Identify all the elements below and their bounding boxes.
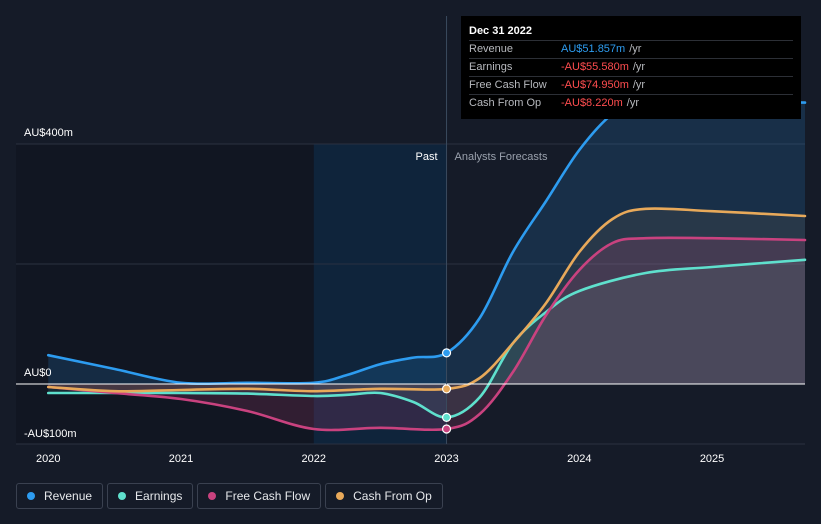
legend-label: Free Cash Flow — [225, 489, 311, 503]
series-area-free-cash-flow — [48, 237, 806, 430]
tooltip-unit: /yr — [632, 79, 646, 91]
x-tick-label: 2021 — [169, 453, 193, 465]
tooltip-label: Revenue — [469, 43, 514, 55]
tooltip-row-free-cash-flow: Free Cash Flow -AU$74.950m /yr — [469, 76, 793, 94]
tooltip: Dec 31 2022 Revenue AU$51.857m /yr Earni… — [461, 16, 801, 119]
series-fills — [48, 99, 806, 430]
tooltip-unit: /yr — [626, 97, 639, 109]
tooltip-unit: /yr — [632, 61, 646, 73]
legend-label: Revenue — [44, 489, 93, 503]
legend-item-cash-from-op[interactable]: Cash From Op — [325, 483, 443, 509]
highlight-markers — [441, 348, 452, 434]
legend-dot-icon — [208, 492, 217, 500]
tooltip-row-revenue: Revenue AU$51.857m /yr — [469, 40, 793, 58]
series-area-revenue — [48, 99, 806, 385]
tooltip-value: -AU$74.950m — [561, 79, 629, 91]
marker-earnings — [441, 412, 452, 422]
tooltip-date: Dec 31 2022 — [469, 25, 532, 37]
y-tick-label: AU$0 — [24, 367, 52, 379]
tooltip-value: -AU$55.580m — [561, 61, 629, 73]
marker-cash-from-op — [441, 384, 452, 394]
y-tick-label: -AU$100m — [24, 428, 77, 440]
past-label: Past — [416, 151, 438, 163]
marker-free-cash-flow — [441, 424, 452, 434]
x-tick-label: 2020 — [36, 453, 60, 465]
tooltip-label: Earnings — [469, 61, 513, 73]
x-tick-label: 2025 — [700, 453, 724, 465]
legend-label: Earnings — [135, 489, 183, 503]
tooltip-value: AU$51.857m — [561, 43, 626, 55]
series-line-cash-from-op — [46, 207, 807, 393]
x-tick-label: 2022 — [302, 453, 326, 465]
legend-item-free-cash-flow[interactable]: Free Cash Flow — [197, 483, 322, 509]
tooltip-row-earnings: Earnings -AU$55.580m /yr — [469, 58, 793, 76]
legend-dot-icon — [336, 492, 345, 500]
legend-dot-icon — [27, 492, 35, 500]
marker-revenue — [441, 348, 452, 358]
series-line-earnings — [46, 258, 807, 419]
x-axis: 2020 2021 2022 2023 2024 2025 — [36, 453, 724, 465]
tooltip-label: Cash From Op — [469, 97, 542, 109]
series-area-earnings — [48, 259, 806, 418]
tooltip-unit: /yr — [629, 43, 642, 55]
tooltip-row-cash-from-op: Cash From Op -AU$8.220m /yr — [469, 94, 793, 112]
legend-dot-icon — [118, 492, 127, 500]
x-tick-label: 2023 — [434, 453, 458, 465]
tooltip-value: -AU$8.220m — [561, 97, 623, 109]
chart: AU$400m AU$0 -AU$100m 2020 2021 2022 2023 2024… — [16, 16, 807, 465]
legend: Revenue Earnings Free Cash Flow Cash Fro… — [16, 483, 443, 511]
series-line-free-cash-flow — [46, 236, 807, 432]
y-axis: AU$400m AU$0 -AU$100m — [24, 127, 77, 440]
tooltip-label: Free Cash Flow — [469, 79, 547, 91]
x-tick-label: 2024 — [567, 453, 591, 465]
y-tick-label: AU$400m — [24, 127, 73, 139]
series-area-cash-from-op — [48, 208, 806, 392]
legend-label: Cash From Op — [353, 489, 432, 503]
legend-item-earnings[interactable]: Earnings — [107, 483, 194, 509]
legend-item-revenue[interactable]: Revenue — [16, 483, 104, 509]
forecast-label: Analysts Forecasts — [455, 151, 548, 163]
